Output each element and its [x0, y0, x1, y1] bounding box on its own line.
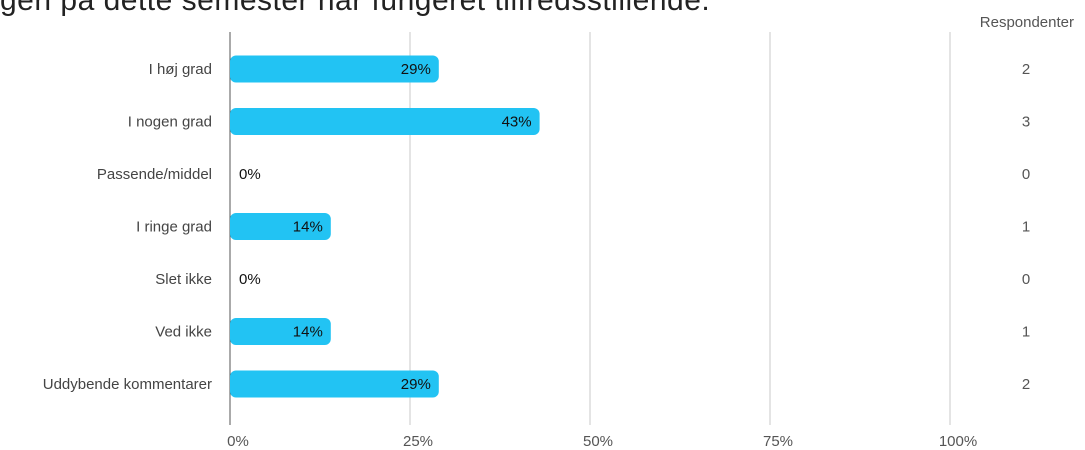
category-label: Uddybende kommentarer — [43, 376, 212, 393]
data-label: 14% — [293, 324, 323, 341]
x-tick-label: 25% — [403, 433, 433, 450]
bar-4 — [230, 213, 331, 240]
respondents-count: 3 — [1022, 114, 1030, 131]
bar-7 — [230, 370, 439, 398]
bar-6 — [230, 318, 331, 345]
x-tick-label: 75% — [763, 433, 793, 450]
data-label: 14% — [293, 219, 323, 236]
data-label: 29% — [401, 376, 431, 393]
x-tick-label: 0% — [227, 433, 249, 450]
chart-title: gen på dette semester har fungeret tilfr… — [0, 0, 711, 17]
data-label: 0% — [239, 271, 261, 288]
x-tick-label: 50% — [583, 433, 613, 450]
bar-1 — [230, 55, 439, 83]
x-tick-label: 100% — [939, 433, 977, 450]
category-label: Ved ikke — [155, 324, 212, 341]
category-label: Slet ikke — [155, 271, 212, 288]
category-label: I ringe grad — [136, 219, 212, 236]
respondents-header: Respondenter — [979, 14, 1074, 31]
respondents-count: 2 — [1022, 61, 1030, 78]
bar-2 — [230, 108, 540, 135]
data-label: 43% — [502, 114, 532, 131]
respondents-count: 2 — [1022, 376, 1030, 393]
category-label: I høj grad — [149, 61, 212, 78]
respondents-count: 0 — [1022, 271, 1030, 288]
respondents-count: 1 — [1022, 219, 1030, 236]
category-label: I nogen grad — [128, 114, 212, 131]
data-label: 0% — [239, 166, 261, 183]
respondents-count: 0 — [1022, 166, 1030, 183]
respondents-count: 1 — [1022, 324, 1030, 341]
data-label: 29% — [401, 61, 431, 78]
category-label: Passende/middel — [97, 166, 212, 183]
